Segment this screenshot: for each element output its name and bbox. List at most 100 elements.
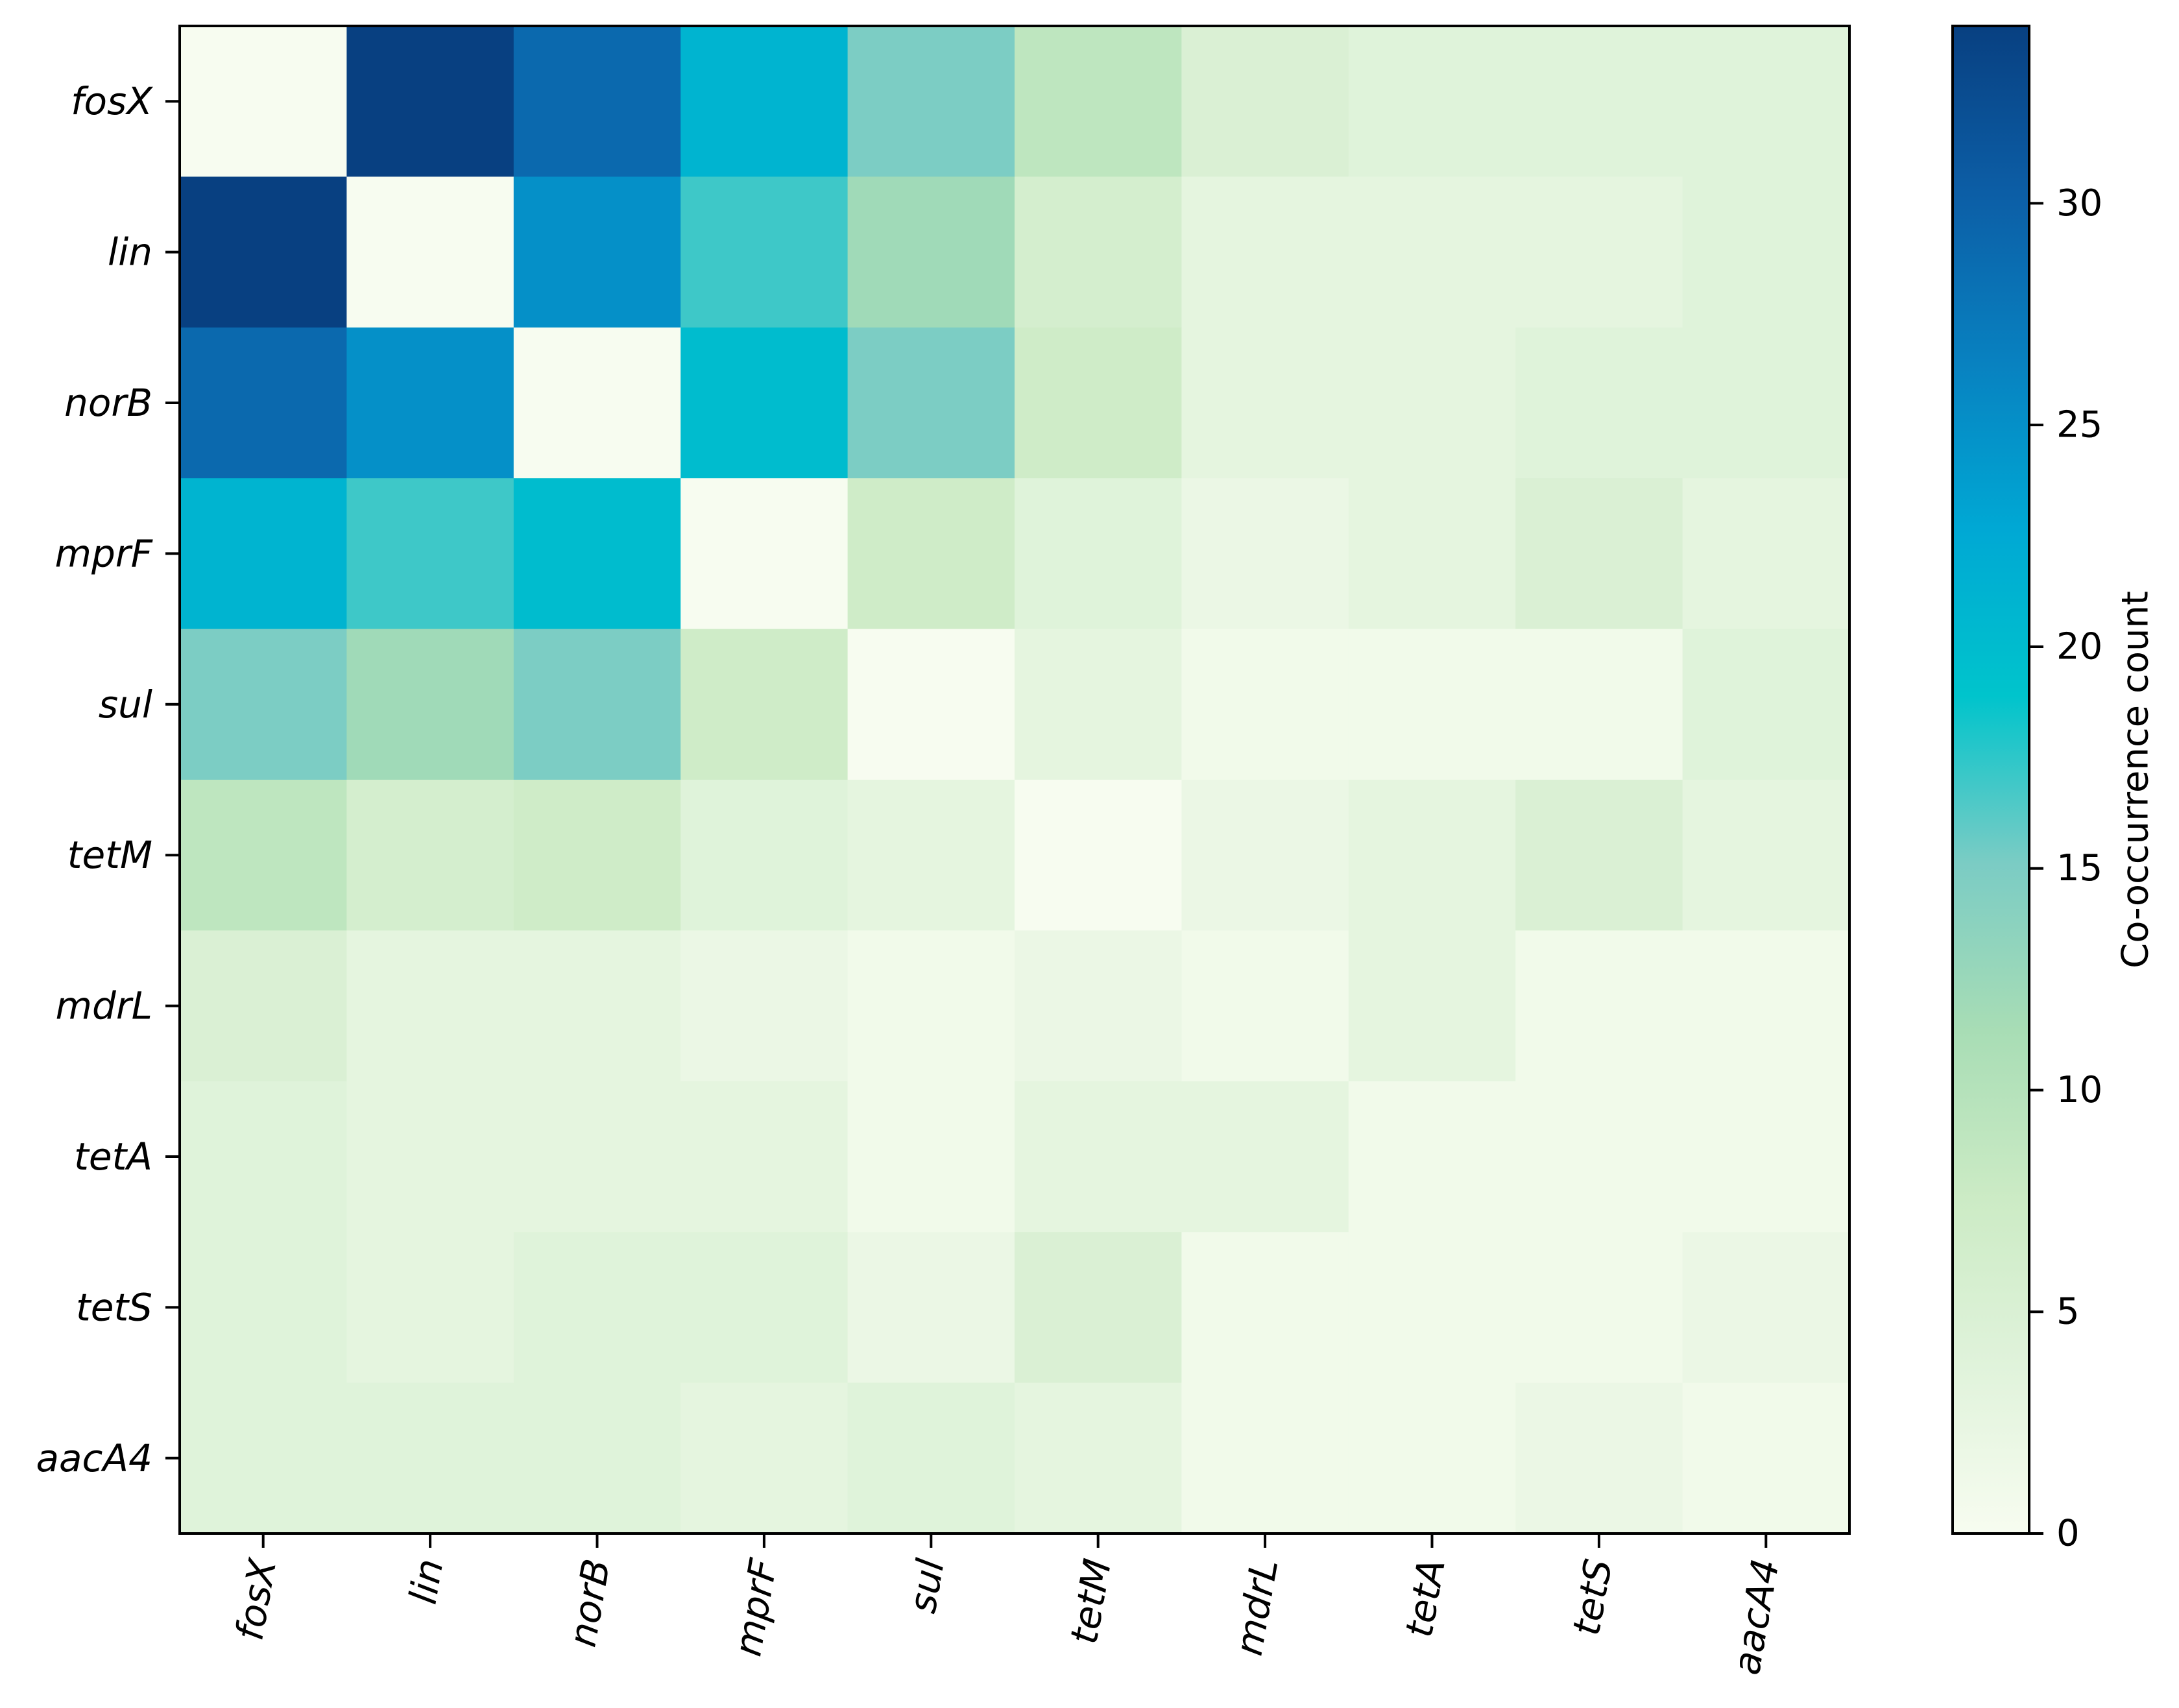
heatmap-cell-aacA4-mdrL <box>1181 1382 1349 1534</box>
heatmap-cell-sul-tetM <box>1015 629 1182 780</box>
colorbar-tick-label: 30 <box>2056 182 2102 224</box>
heatmap-cell-sul-fosX <box>180 629 347 780</box>
x-tick-label: aacA4 <box>1724 1556 1788 1678</box>
heatmap-cell-tetS-norB <box>513 1232 681 1384</box>
heatmap-cell-tetA-lin <box>346 1081 514 1233</box>
heatmap-cell-mdrL-norB <box>513 930 681 1082</box>
heatmap-cell-fosX-tetA <box>1348 26 1516 177</box>
y-axis-ticks: fosX lin norB mprF sul tetM mdrL tetA tetS aacA4 <box>36 79 180 1480</box>
y-tick-label: tetS <box>76 1285 152 1329</box>
heatmap-cell-tetA-tetA <box>1348 1081 1516 1233</box>
heatmap-cell-lin-norB <box>513 176 681 328</box>
heatmap-cell-tetS-aacA4 <box>1682 1232 1850 1384</box>
x-tick-label: mdrL <box>1227 1556 1287 1659</box>
heatmap-cell-mprF-fosX <box>180 478 347 630</box>
heatmap-cell-fosX-tetM <box>1015 26 1182 177</box>
heatmap-cell-mprF-tetS <box>1515 478 1683 630</box>
heatmap-cell-mdrL-sul <box>847 930 1015 1082</box>
plot-frame <box>178 25 1851 1535</box>
x-tick-label: lin <box>401 1556 452 1607</box>
heatmap-cell-aacA4-sul <box>847 1382 1015 1534</box>
heatmap-cell-mprF-norB <box>513 478 681 630</box>
heatmap-cell-sul-aacA4 <box>1682 629 1850 780</box>
y-tick-label: tetA <box>74 1135 152 1179</box>
heatmap-cell-mprF-tetM <box>1015 478 1182 630</box>
x-tick-label: mprF <box>725 1554 786 1659</box>
heatmap-cell-norB-fosX <box>180 327 347 479</box>
y-tick-label: sul <box>99 682 152 727</box>
heatmap-cell-sul-mprF <box>680 629 849 780</box>
heatmap-cell-lin-mdrL <box>1181 176 1349 328</box>
heatmap-cell-tetS-mdrL <box>1181 1232 1349 1384</box>
heatmap-cell-mdrL-mdrL <box>1181 930 1349 1082</box>
heatmap-cell-lin-aacA4 <box>1682 176 1850 328</box>
heatmap-cell-tetM-norB <box>513 780 681 931</box>
heatmap-cell-fosX-mprF <box>680 26 849 177</box>
heatmap-cell-tetS-fosX <box>180 1232 347 1384</box>
heatmap-cell-mprF-mprF <box>680 478 849 630</box>
x-axis-ticks: fosX lin norB mprF sul tetM mdrL tetA tetS aacA4 <box>227 1534 1788 1678</box>
heatmap-cell-mdrL-tetA <box>1348 930 1516 1082</box>
heatmap-cell-aacA4-aacA4 <box>1682 1382 1850 1534</box>
heatmap-cell-mdrL-lin <box>346 930 514 1082</box>
y-tick-label: lin <box>108 230 152 274</box>
heatmap-cell-tetM-mprF <box>680 780 849 931</box>
heatmap-cell-tetA-norB <box>513 1081 681 1233</box>
y-tick-label: tetM <box>67 833 152 877</box>
heatmap-cell-sul-tetS <box>1515 629 1683 780</box>
x-tick-label: sul <box>900 1556 952 1617</box>
heatmap-cell-sul-sul <box>847 629 1015 780</box>
heatmap-cell-lin-tetS <box>1515 176 1683 328</box>
heatmap-cell-tetA-aacA4 <box>1682 1081 1850 1233</box>
heatmap-cell-mdrL-fosX <box>180 930 347 1082</box>
colorbar-tick-label: 25 <box>2056 404 2102 446</box>
heatmap-cell-aacA4-norB <box>513 1382 681 1534</box>
heatmap-cell-mprF-tetA <box>1348 478 1516 630</box>
colorbar-tick-label: 10 <box>2056 1069 2102 1111</box>
heatmap-cell-lin-mprF <box>680 176 849 328</box>
heatmap-cell-aacA4-mprF <box>680 1382 849 1534</box>
colorbar-tick-label: 20 <box>2056 625 2102 668</box>
heatmap-cell-aacA4-tetA <box>1348 1382 1516 1534</box>
heatmap-cell-tetA-mdrL <box>1181 1081 1349 1233</box>
heatmap-cell-tetS-sul <box>847 1232 1015 1384</box>
heatmap-cell-mdrL-tetS <box>1515 930 1683 1082</box>
heatmap-cell-tetA-tetS <box>1515 1081 1683 1233</box>
heatmap-cell-tetA-tetM <box>1015 1081 1182 1233</box>
y-tick-label: fosX <box>71 79 153 123</box>
colorbar-tick-label: 0 <box>2056 1513 2080 1555</box>
heatmap-cell-tetM-aacA4 <box>1682 780 1850 931</box>
heatmap-cell-tetM-tetM <box>1015 780 1182 931</box>
colorbar: 0 5 10 15 20 25 30 Co-occurrence count <box>1951 25 2157 1555</box>
y-tick-label: mdrL <box>56 984 152 1028</box>
heatmap-cell-tetS-tetM <box>1015 1232 1182 1384</box>
heatmap-cell-sul-mdrL <box>1181 629 1349 780</box>
heatmap-cell-tetA-fosX <box>180 1081 347 1233</box>
heatmap-cell-norB-tetA <box>1348 327 1516 479</box>
colorbar-tick-label: 5 <box>2056 1291 2080 1333</box>
colorbar-frame <box>1951 25 2030 1535</box>
heatmap-cell-tetS-lin <box>346 1232 514 1384</box>
heatmap-cell-aacA4-fosX <box>180 1382 347 1534</box>
heatmap-cell-tetS-mprF <box>680 1232 849 1384</box>
heatmap-cell-norB-tetM <box>1015 327 1182 479</box>
heatmap-cell-tetM-mdrL <box>1181 780 1349 931</box>
colorbar-gradient <box>1953 26 2029 1534</box>
colorbar-tick-label: 15 <box>2056 847 2102 889</box>
colorbar-label: Co-occurrence count <box>2115 591 2157 968</box>
heatmap-cell-tetM-tetS <box>1515 780 1683 931</box>
heatmap-cell-aacA4-tetM <box>1015 1382 1182 1534</box>
x-tick-label: tetM <box>1061 1556 1120 1647</box>
heatmap-cell-aacA4-tetS <box>1515 1382 1683 1534</box>
heatmap-cell-mdrL-mprF <box>680 930 849 1082</box>
heatmap-cell-norB-mprF <box>680 327 849 479</box>
heatmap-cell-tetM-lin <box>346 780 514 931</box>
heatmap-cell-sul-norB <box>513 629 681 780</box>
x-tick-label: norB <box>560 1556 619 1650</box>
heatmap-cell-norB-aacA4 <box>1682 327 1850 479</box>
heatmap-cell-norB-tetS <box>1515 327 1683 479</box>
heatmap-cell-fosX-tetS <box>1515 26 1683 177</box>
heatmap-cell-tetM-tetA <box>1348 780 1516 931</box>
